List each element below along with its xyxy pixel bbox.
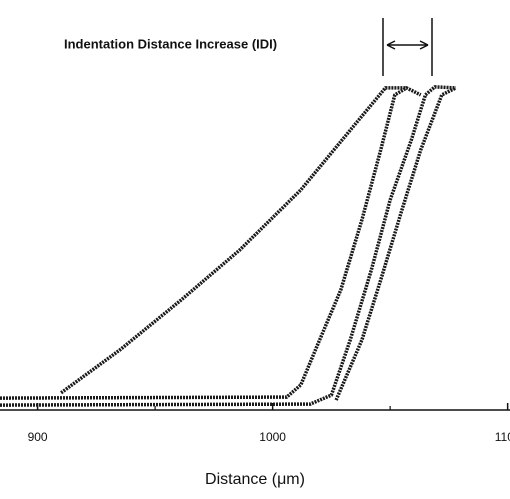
x-tick-label: 1000 xyxy=(259,430,286,444)
data-line xyxy=(0,86,422,400)
annotation: Indentation Distance Increase (IDI) xyxy=(64,36,277,51)
data-line xyxy=(334,86,457,401)
idi-arrow xyxy=(386,40,429,50)
data-line xyxy=(0,85,456,407)
data-line xyxy=(60,86,407,395)
x-tick-label: 1100 xyxy=(495,430,510,444)
x-tick-label: 900 xyxy=(28,430,48,444)
x-axis-label: Distance (μm) xyxy=(205,471,305,488)
